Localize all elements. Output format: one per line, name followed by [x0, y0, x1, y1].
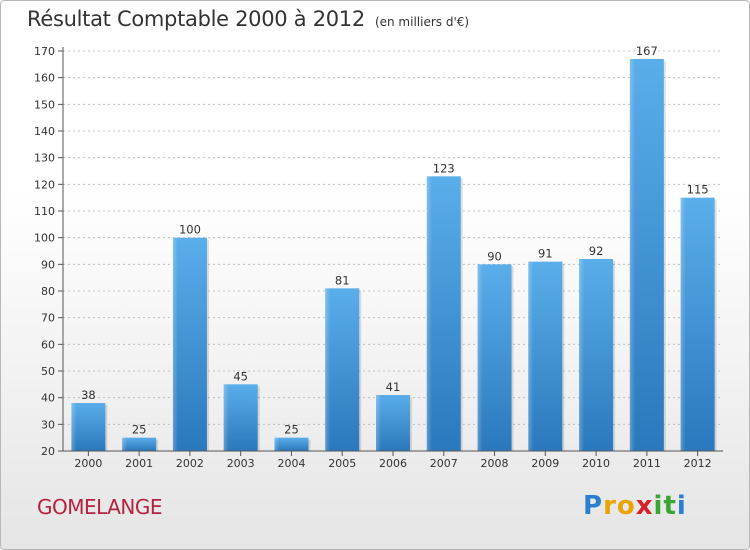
- logo-letter: x: [635, 491, 654, 521]
- bar-highlight: [629, 59, 664, 451]
- bar-highlight: [376, 395, 410, 451]
- data-label-2004: 25: [284, 423, 299, 437]
- data-label-2005: 81: [335, 273, 350, 287]
- x-tick-label-2012: 2012: [684, 457, 712, 470]
- y-tick-label: 110: [34, 205, 55, 218]
- y-tick-label: 120: [34, 178, 55, 191]
- logo-letter: i: [653, 491, 664, 521]
- y-tick-label: 100: [34, 232, 55, 245]
- data-label-2006: 41: [386, 380, 401, 394]
- chart-title-text: Résultat Comptable 2000 à 2012: [27, 7, 365, 31]
- y-tick-label: 50: [41, 365, 55, 378]
- bar-highlight: [477, 264, 512, 451]
- logo-letter: o: [616, 491, 636, 521]
- y-tick-label: 140: [34, 125, 55, 138]
- data-label-2012: 115: [687, 183, 709, 197]
- bar-highlight: [274, 437, 309, 451]
- x-tick-label-2005: 2005: [328, 457, 356, 470]
- bar-highlight: [680, 197, 715, 451]
- data-label-2009: 91: [538, 247, 553, 261]
- logo-letter: i: [676, 491, 687, 521]
- x-tick-label-2003: 2003: [227, 457, 255, 470]
- logo-letter: r: [603, 491, 617, 521]
- bar-highlight: [71, 403, 106, 451]
- x-tick-label-2004: 2004: [277, 457, 305, 470]
- y-tick-label: 70: [41, 312, 55, 325]
- y-tick-label: 160: [34, 72, 55, 85]
- bar-highlight: [579, 259, 614, 451]
- x-tick-label-2007: 2007: [430, 457, 458, 470]
- x-tick-label-2000: 2000: [74, 457, 102, 470]
- x-tick-label-2008: 2008: [481, 457, 509, 470]
- y-tick-label: 150: [34, 98, 55, 111]
- bar-highlight: [528, 261, 563, 451]
- bar-highlight: [325, 288, 360, 451]
- commune-name: GOMELANGE: [37, 495, 163, 519]
- y-tick-label: 30: [41, 418, 55, 431]
- bar-highlight: [172, 237, 207, 451]
- proxiti-logo: Proxiti: [583, 491, 687, 521]
- x-tick-label-2006: 2006: [379, 457, 407, 470]
- y-tick-label: 90: [41, 258, 55, 271]
- y-tick-label: 130: [34, 152, 55, 165]
- x-tick-label-2009: 2009: [531, 457, 559, 470]
- x-tick-label-2010: 2010: [582, 457, 610, 470]
- data-label-2003: 45: [233, 369, 248, 383]
- x-tick-label-2001: 2001: [125, 457, 153, 470]
- y-tick-label: 60: [41, 338, 55, 351]
- data-label-2010: 92: [589, 244, 604, 258]
- data-label-2001: 25: [132, 423, 147, 437]
- bar-highlight: [122, 437, 157, 451]
- data-label-2011: 167: [636, 44, 658, 58]
- y-tick-label: 20: [41, 445, 55, 458]
- logo-letter: t: [663, 491, 677, 521]
- data-label-2000: 38: [81, 388, 96, 402]
- logo-letter: P: [583, 491, 604, 521]
- chart-subtitle: (en milliers d'€): [374, 15, 470, 29]
- y-tick-label: 170: [34, 45, 55, 58]
- bar-highlight: [426, 176, 461, 452]
- chart-title: Résultat Comptable 2000 à 2012 (en millie…: [27, 7, 469, 31]
- x-tick-label-2011: 2011: [633, 457, 661, 470]
- x-tick-label-2002: 2002: [176, 457, 204, 470]
- data-label-2007: 123: [433, 161, 455, 175]
- y-tick-label: 40: [41, 392, 55, 405]
- y-tick-label: 80: [41, 285, 55, 298]
- data-label-2002: 100: [179, 223, 201, 237]
- data-label-2008: 90: [487, 249, 502, 263]
- bar-highlight: [223, 384, 258, 451]
